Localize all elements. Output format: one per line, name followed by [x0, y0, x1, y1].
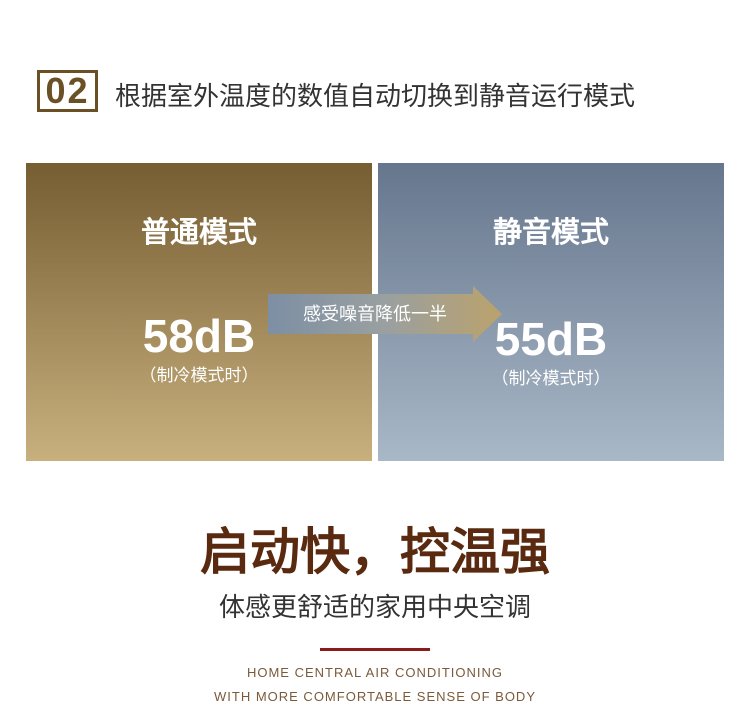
arrow — [268, 286, 502, 342]
section-number: 02 — [37, 70, 98, 112]
panel-value: 55dB — [494, 313, 608, 365]
english-line: HOME CENTRAL AIR CONDITIONING — [246, 665, 504, 680]
divider — [320, 648, 430, 651]
section-title: 根据室外温度的数值自动切换到静音运行模式 — [115, 82, 636, 112]
arrow-label: 感受噪音降低一半 — [303, 304, 447, 325]
panel-value: 58dB — [142, 310, 256, 362]
headline: 启动快，控温强 — [200, 523, 550, 581]
arrow-shape — [268, 286, 502, 342]
panel-title: 静音模式 — [492, 215, 609, 249]
panel-note: （制冷模式时） — [139, 366, 259, 386]
panel-title: 普通模式 — [140, 215, 257, 249]
english-line: WITH MORE COMFORTABLE SENSE OF BODY — [214, 689, 536, 704]
panel-note: （制冷模式时） — [491, 369, 611, 389]
subtitle: 体感更舒适的家用中央空调 — [218, 593, 531, 623]
